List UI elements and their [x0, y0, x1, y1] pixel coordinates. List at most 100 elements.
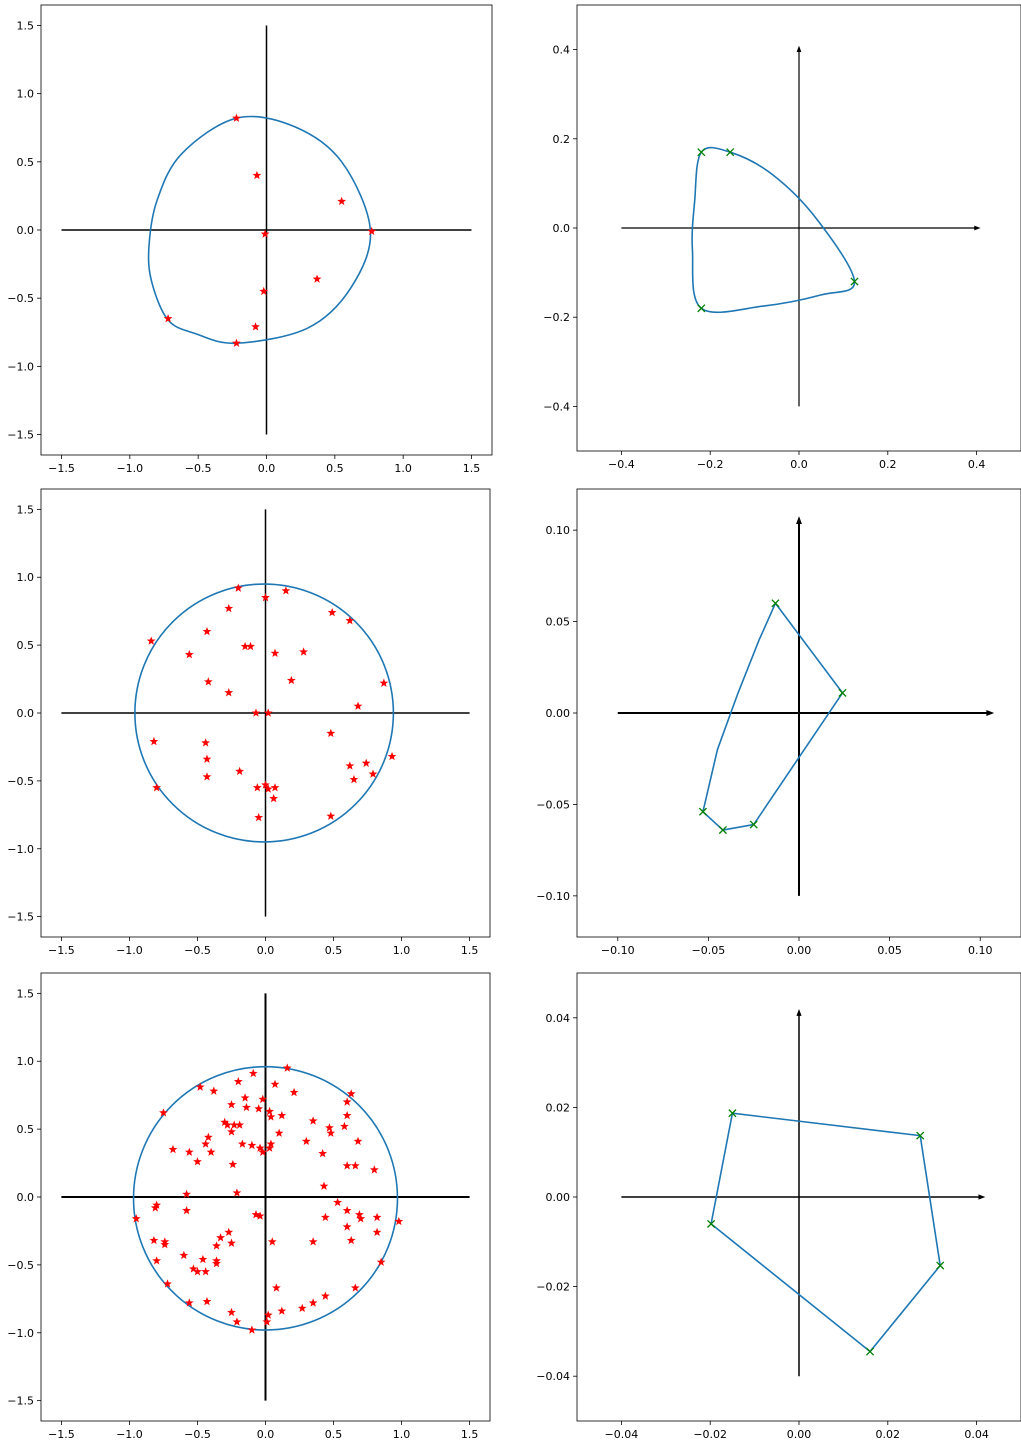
star-marker — [149, 736, 159, 746]
x-tick-label: −0.02 — [693, 1428, 727, 1441]
y-axis-arrowhead — [796, 1009, 802, 1016]
x-marker — [838, 688, 847, 697]
star-marker — [297, 1303, 307, 1313]
star-marker — [202, 626, 212, 636]
star-marker — [356, 1214, 366, 1223]
star-marker — [270, 648, 280, 657]
x-marker — [850, 277, 859, 286]
star-marker — [349, 774, 359, 784]
y-tick-label: 1.5 — [17, 987, 35, 1000]
x-marker — [916, 1131, 925, 1140]
star-marker — [201, 738, 211, 747]
star-marker — [320, 1212, 330, 1222]
y-tick-label: −0.5 — [7, 1259, 34, 1272]
y-tick-label: 0.04 — [546, 1012, 571, 1025]
star-marker — [184, 1298, 194, 1307]
x-tick-label: −0.4 — [608, 458, 635, 471]
y-tick-label: 1.0 — [17, 571, 35, 584]
star-marker — [346, 1235, 356, 1245]
y-tick-label: −0.02 — [536, 1281, 570, 1294]
x-tick-label: 0.0 — [258, 462, 276, 475]
x-marker — [749, 820, 758, 829]
star-marker — [223, 1120, 232, 1129]
boundary-curve — [710, 1112, 941, 1353]
x-tick-label: 1.0 — [393, 944, 411, 957]
star-marker — [342, 1205, 352, 1215]
star-marker — [227, 1127, 236, 1136]
star-marker — [240, 1093, 250, 1102]
x-tick-label: −1.5 — [48, 1428, 75, 1441]
star-marker — [269, 793, 279, 803]
star-marker — [367, 226, 377, 236]
star-marker — [152, 1200, 162, 1209]
x-tick-label: 0.00 — [787, 1428, 812, 1441]
star-marker — [376, 1257, 386, 1266]
x-axis-arrowhead — [986, 710, 995, 716]
x-tick-label: 0.02 — [876, 1428, 901, 1441]
x-tick-label: 0.4 — [968, 458, 986, 471]
star-marker — [350, 1283, 360, 1292]
star-marker — [189, 1264, 198, 1273]
chart-left-1: −1.5 −1.0 −0.5 0.0 0.5 1.0 1.5 −1.5 −1.0 −0.5 0.0 0… — [7, 4, 493, 475]
star-marker — [160, 1239, 170, 1249]
star-marker — [261, 780, 270, 789]
y-tick-label: 0.2 — [553, 133, 571, 146]
star-marker — [212, 1258, 221, 1268]
y-tick-label: −1.0 — [7, 1327, 34, 1340]
star-marker — [394, 1216, 404, 1226]
star-marker — [270, 783, 280, 792]
x-tick-label: −1.0 — [116, 944, 143, 957]
x-tick-label: −0.2 — [697, 458, 724, 471]
star-marker — [263, 1310, 273, 1319]
chart-left-3: −1.5 −1.0 −0.5 0.0 0.5 1.0 1.5 −1.5 −1.0 −0.5 0.0 0… — [7, 972, 491, 1441]
star-marker — [237, 1139, 247, 1148]
star-marker — [266, 1139, 276, 1148]
star-marker — [184, 650, 194, 659]
star-marker — [345, 761, 355, 770]
star-marker — [342, 1110, 352, 1120]
star-marker — [320, 1291, 330, 1300]
star-marker — [308, 1237, 318, 1246]
star-marker — [259, 286, 269, 296]
y-tick-label: 0.10 — [546, 524, 571, 537]
y-tick-label: −1.0 — [7, 843, 34, 856]
star-marker — [232, 338, 241, 347]
star-marker — [312, 274, 322, 283]
star-marker — [195, 1082, 205, 1091]
x-marker — [718, 825, 727, 835]
star-marker — [224, 688, 234, 697]
y-tick-label: −1.5 — [7, 429, 34, 442]
star-marker — [267, 1237, 277, 1246]
star-marker — [353, 701, 363, 710]
y-tick-label: 1.5 — [17, 19, 35, 32]
star-marker — [246, 641, 255, 651]
star-marker — [206, 1147, 216, 1156]
star-marker — [254, 812, 264, 822]
star-marker — [368, 769, 378, 778]
star-marker — [301, 1136, 311, 1146]
star-marker — [247, 1325, 257, 1334]
star-marker — [345, 616, 355, 625]
star-marker — [299, 647, 308, 656]
x-tick-label: −0.5 — [184, 944, 211, 957]
x-tick-label: 1.0 — [393, 1428, 411, 1441]
star-marker — [289, 1087, 299, 1097]
star-marker — [379, 678, 389, 687]
star-marker — [372, 1212, 382, 1222]
y-tick-label: 0.02 — [546, 1101, 571, 1114]
chart-right-1: −0.4 −0.2 0.0 0.2 0.4 −0.4 −0.2 0.0 0.2 0.4 — [543, 4, 1021, 471]
star-marker — [261, 593, 270, 602]
star-marker — [202, 772, 212, 781]
star-marker — [308, 1116, 318, 1125]
star-marker — [254, 1104, 264, 1113]
star-marker — [240, 641, 250, 651]
x-tick-label: 0.2 — [879, 458, 897, 471]
star-marker — [163, 1279, 172, 1288]
y-tick-label: 0.5 — [17, 639, 35, 652]
star-marker — [248, 1068, 258, 1078]
star-marker — [372, 1227, 382, 1237]
y-tick-label: 0.00 — [546, 1191, 571, 1204]
y-tick-label: −0.4 — [543, 400, 570, 413]
x-tick-label: −1.0 — [116, 462, 143, 475]
